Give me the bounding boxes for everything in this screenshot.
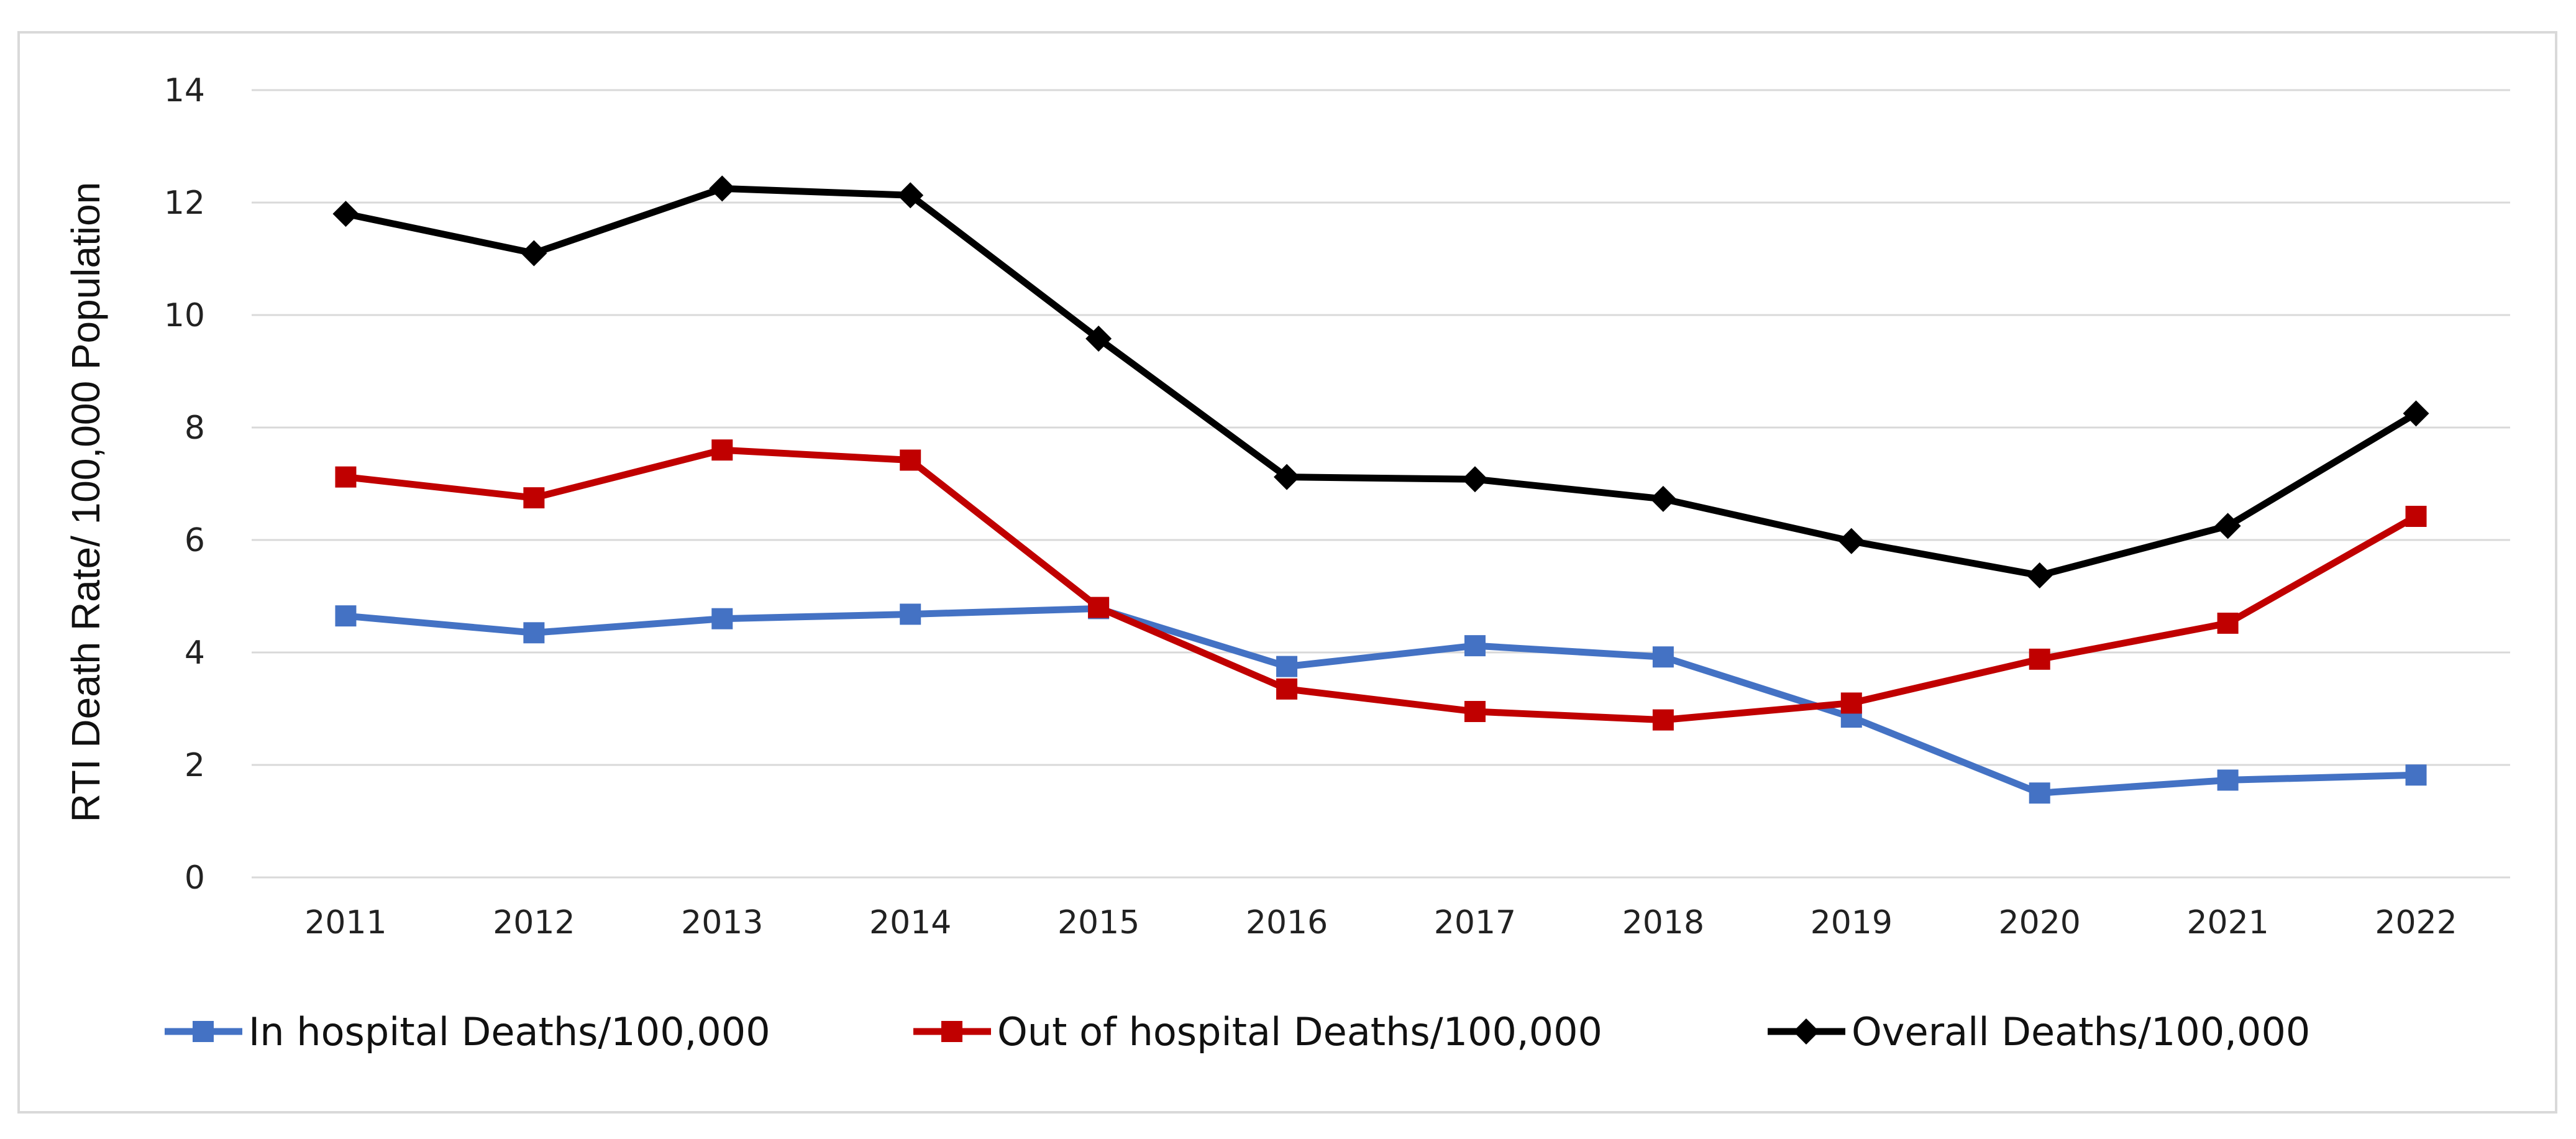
data-point	[1652, 709, 1674, 731]
x-tick-label: 2018	[1622, 904, 1704, 941]
legend-label: In hospital Deaths/100,000	[249, 1009, 770, 1054]
y-tick-label: 2	[185, 747, 205, 784]
data-point	[1085, 326, 1112, 352]
data-point	[2029, 648, 2050, 670]
data-point	[1650, 485, 1676, 512]
data-point	[1461, 466, 1488, 493]
data-point	[2405, 505, 2427, 527]
legend-marker	[1793, 1018, 1819, 1045]
legend-item: Overall Deaths/100,000	[1768, 1009, 2310, 1054]
data-point	[1088, 597, 1110, 618]
data-point	[897, 182, 924, 209]
data-point	[335, 466, 357, 488]
x-tick-label: 2012	[493, 904, 575, 941]
data-point	[1274, 464, 1300, 490]
x-tick-label: 2013	[681, 904, 763, 941]
series-3	[332, 175, 2429, 589]
data-point	[2405, 764, 2427, 786]
series-line	[342, 185, 2420, 579]
series-1	[335, 598, 2427, 804]
data-point	[900, 449, 921, 471]
data-point	[2217, 612, 2239, 634]
y-tick-label: 12	[164, 185, 205, 222]
y-tick-label: 8	[185, 409, 205, 447]
data-point	[1276, 678, 1298, 700]
y-axis-ticks: 0 2 4 6 8 10 12 14	[164, 72, 205, 897]
series-2	[335, 439, 2427, 731]
x-tick-label: 2015	[1057, 904, 1140, 941]
y-axis-title: RTI Death Rate/ 100,000 Population	[63, 182, 108, 823]
data-point	[2217, 769, 2239, 791]
series-line	[342, 446, 2420, 724]
legend-label: Overall Deaths/100,000	[1852, 1009, 2310, 1054]
x-tick-label: 2019	[1811, 904, 1893, 941]
data-point	[1464, 701, 1486, 723]
data-point	[2029, 782, 2050, 804]
data-point	[1838, 528, 1865, 554]
x-tick-label: 2022	[2375, 904, 2457, 941]
x-axis-ticks: 2011 2012 2013 2014 2015 2016 2017 2018 2019 2020…	[304, 904, 2457, 941]
y-tick-label: 6	[185, 522, 205, 559]
legend-item: Out of hospital Deaths/100,000	[913, 1009, 1602, 1054]
data-point	[2026, 562, 2053, 589]
legend-label: Out of hospital Deaths/100,000	[997, 1009, 1602, 1054]
data-point	[1840, 692, 1862, 714]
y-tick-label: 0	[185, 859, 205, 897]
gridlines	[252, 89, 2510, 879]
data-point	[523, 487, 545, 509]
chart-frame	[17, 31, 2557, 1114]
legend-marker	[941, 1021, 962, 1042]
data-point	[711, 608, 733, 629]
x-tick-label: 2014	[869, 904, 951, 941]
data-point	[1276, 656, 1298, 677]
y-tick-label: 14	[164, 72, 205, 109]
data-point	[2403, 400, 2429, 427]
legend-item: In hospital Deaths/100,000	[165, 1009, 770, 1054]
data-point	[1464, 635, 1486, 657]
x-tick-label: 2020	[1999, 904, 2081, 941]
data-point	[2214, 513, 2241, 539]
data-point	[709, 175, 736, 202]
data-point	[900, 603, 921, 625]
x-tick-label: 2016	[1246, 904, 1328, 941]
legend-marker	[193, 1021, 214, 1042]
y-tick-label: 4	[185, 634, 205, 672]
legend: In hospital Deaths/100,000 Out of hospita…	[165, 1009, 2310, 1054]
x-tick-label: 2011	[304, 904, 386, 941]
series-line	[342, 605, 2420, 797]
series-layer	[332, 175, 2429, 804]
data-point	[332, 201, 359, 227]
x-tick-label: 2017	[1434, 904, 1516, 941]
data-point	[521, 240, 547, 267]
data-point	[523, 622, 545, 644]
data-point	[335, 605, 357, 627]
y-tick-label: 10	[164, 297, 205, 334]
data-point	[711, 439, 733, 461]
x-tick-label: 2021	[2186, 904, 2268, 941]
data-point	[1652, 646, 1674, 668]
